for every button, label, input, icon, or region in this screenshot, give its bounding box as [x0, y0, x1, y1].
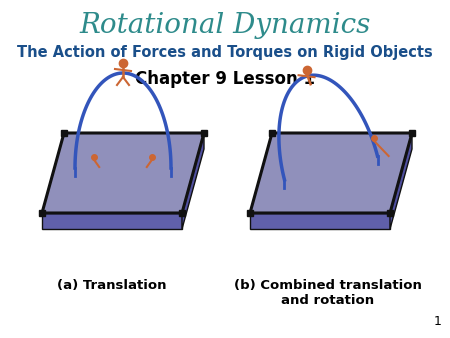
Polygon shape: [390, 133, 412, 229]
Text: (a) Translation: (a) Translation: [57, 280, 167, 292]
Polygon shape: [250, 213, 390, 229]
Text: (b) Combined translation
and rotation: (b) Combined translation and rotation: [234, 279, 422, 307]
Polygon shape: [250, 133, 412, 213]
Polygon shape: [42, 213, 182, 229]
Polygon shape: [42, 133, 204, 213]
Polygon shape: [182, 133, 204, 229]
Text: Rotational Dynamics: Rotational Dynamics: [79, 12, 371, 39]
Text: Chapter 9 Lesson 1: Chapter 9 Lesson 1: [135, 70, 315, 88]
Text: The Action of Forces and Torques on Rigid Objects: The Action of Forces and Torques on Rigi…: [17, 45, 433, 60]
Text: 1: 1: [434, 315, 442, 328]
